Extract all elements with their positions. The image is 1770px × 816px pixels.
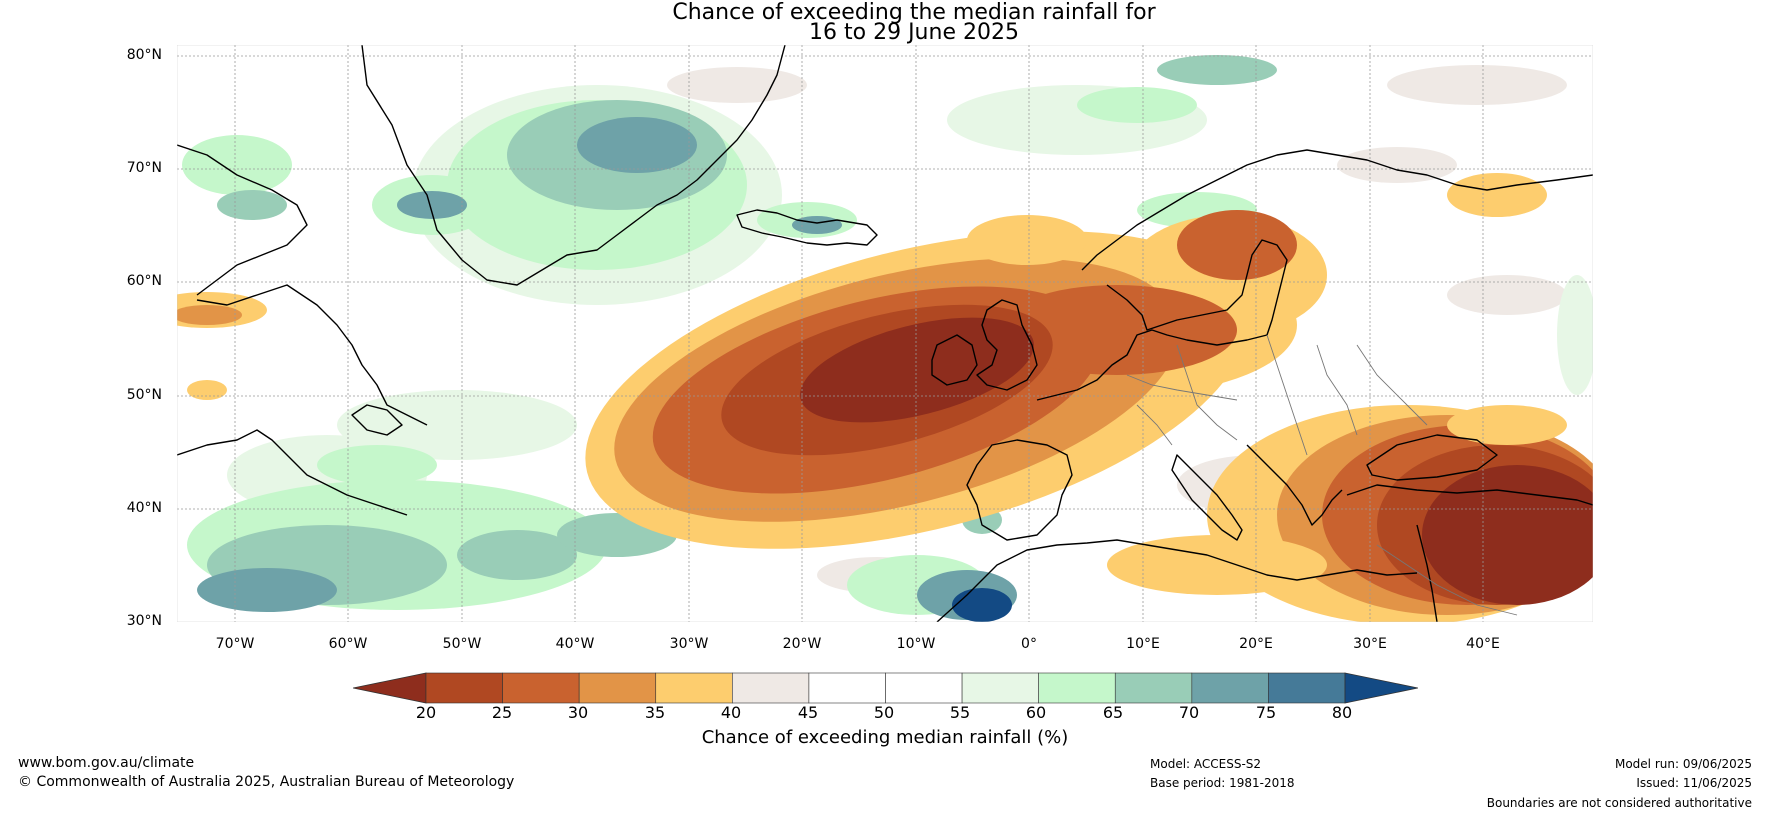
colorbar-tick-50: 50 [873, 703, 895, 722]
colorbar-tick-80: 80 [1331, 703, 1353, 722]
model-name: Model: ACCESS-S2 [1150, 757, 1262, 771]
map-title-line1: Chance of exceeding the median rainfall … [672, 0, 1156, 25]
drier-regions [177, 173, 1593, 622]
canada-east-coast [177, 429, 408, 516]
canada-coast [177, 144, 308, 296]
colorbar-tick-25: 25 [491, 703, 513, 722]
colorbar-segment [425, 672, 503, 704]
map-title-line2: 16 to 29 June 2025 [809, 20, 1019, 45]
lon-label-50w: 50°W [442, 636, 482, 652]
europe-west-coast [1036, 329, 1268, 401]
colorbar [353, 672, 1418, 704]
lon-label-10e: 10°E [1126, 636, 1160, 652]
italy-coast [1171, 454, 1243, 541]
lon-label-70w: 70°W [215, 636, 255, 652]
issued-date: Issued: 11/06/2025 [1636, 776, 1752, 790]
rainfall-probability-map [177, 45, 1593, 622]
lat-label-50n: 50°N [126, 387, 162, 403]
labrador-coast [196, 284, 428, 426]
lat-label-70n: 70°N [126, 160, 162, 176]
map-panel [177, 45, 1593, 622]
colorbar-segment [808, 672, 886, 704]
lat-label-40n: 40°N [126, 500, 162, 516]
colorbar-tick-60: 60 [1025, 703, 1047, 722]
colorbar-tick-75: 75 [1255, 703, 1277, 722]
newfoundland-coast [351, 404, 403, 436]
turkey-coast [1346, 484, 1593, 506]
colorbar-tick-30: 30 [567, 703, 589, 722]
colorbar-tick-65: 65 [1102, 703, 1124, 722]
lon-label-30w: 30°W [669, 636, 709, 652]
colorbar-segment [885, 672, 963, 704]
lat-label-30n: 30°N [126, 613, 162, 629]
balkans-coast [1246, 444, 1343, 526]
north-africa-coast [936, 539, 1418, 622]
colorbar-segment [1191, 672, 1269, 704]
colorbar-tick-55: 55 [949, 703, 971, 722]
lat-label-60n: 60°N [126, 273, 162, 289]
colorbar-segment [655, 672, 733, 704]
colorbar-tick-45: 45 [797, 703, 819, 722]
colorbar-segment [732, 672, 810, 704]
lon-label-30e: 30°E [1353, 636, 1387, 652]
graticule [177, 45, 1593, 622]
black-sea-coast [1366, 434, 1498, 481]
iberia-coast [966, 439, 1073, 541]
lon-label-10w: 10°W [896, 636, 936, 652]
colorbar-segment [961, 672, 1039, 704]
greenland-coast [361, 45, 786, 286]
country-borders [1126, 334, 1518, 616]
colorbar-segment [1114, 672, 1193, 704]
iceland-coast [736, 209, 878, 246]
boundaries-disclaimer: Boundaries are not considered authoritat… [1486, 796, 1752, 810]
lon-label-0: 0° [1021, 636, 1037, 652]
colorbar-tick-20: 20 [415, 703, 437, 722]
colorbar-title: Chance of exceeding median rainfall (%) [701, 727, 1069, 748]
base-period: Base period: 1981-2018 [1150, 776, 1295, 790]
lon-label-20e: 20°E [1239, 636, 1273, 652]
colorbar-segment [1268, 672, 1346, 704]
coastlines [177, 45, 1593, 622]
colorbar-segment [578, 672, 657, 704]
colorbar-extend-high [1344, 672, 1418, 704]
lon-label-20w: 20°W [782, 636, 822, 652]
lon-label-40w: 40°W [555, 636, 595, 652]
colorbar-tick-40: 40 [720, 703, 742, 722]
ireland-coast [931, 334, 978, 386]
wetter-regions [182, 55, 1593, 622]
website-link[interactable]: www.bom.gov.au/climate [18, 755, 195, 771]
lon-label-60w: 60°W [328, 636, 368, 652]
copyright-text: © Commonwealth of Australia 2025, Austra… [18, 774, 515, 790]
colorbar-segment [1038, 672, 1116, 704]
norway-coast [1081, 149, 1593, 271]
great-britain-coast [976, 299, 1038, 391]
colorbar-tick-35: 35 [644, 703, 666, 722]
model-run-date: Model run: 09/06/2025 [1614, 757, 1752, 771]
colorbar-tick-70: 70 [1178, 703, 1200, 722]
colorbar-graphic [353, 672, 1418, 704]
colorbar-segment [502, 672, 580, 704]
levant-coast [1416, 524, 1438, 622]
lat-label-80n: 80°N [126, 47, 162, 63]
lon-label-40e: 40°E [1466, 636, 1500, 652]
colorbar-extend-low [353, 672, 427, 704]
sweden-finland-coast [1106, 239, 1288, 336]
